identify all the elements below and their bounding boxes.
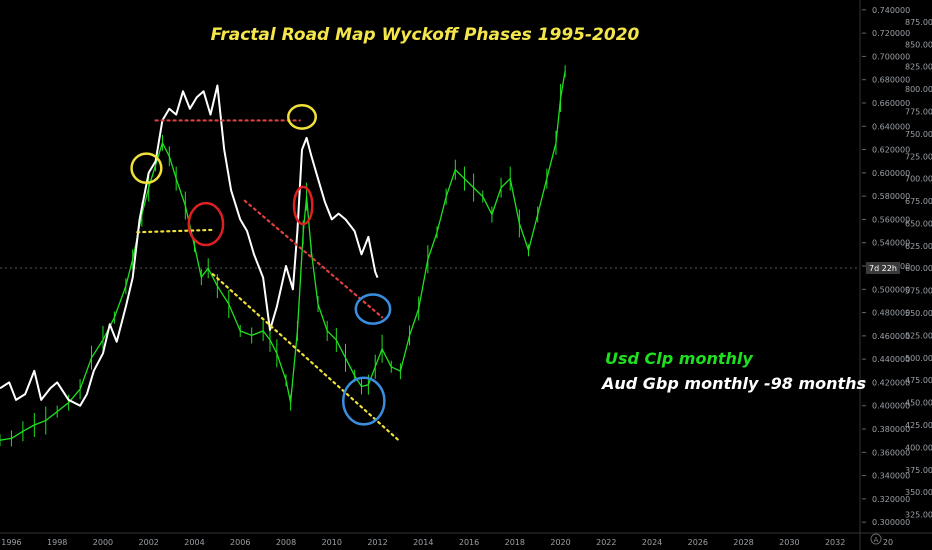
left-scale-tick-label: 0.360000 [872,448,910,457]
right-scale-tick-label: 775.00 [905,107,932,116]
series-layer [0,65,566,447]
dotted-trendline-3 [211,273,402,443]
x-tick-label: 2026 [688,538,708,547]
x-tick-label: 2014 [413,538,433,547]
right-scale-tick-label: 750.00 [905,130,932,139]
right-scale-tick-label: 400.00 [905,443,932,452]
legend-usdclp: Usd Clp monthly [605,349,753,368]
right-scale-tick-label: 725.00 [905,152,932,161]
auto-scale-icon[interactable]: A [870,533,882,545]
x-tick-label: 2010 [322,538,342,547]
right-scale-tick-label: 450.00 [905,399,932,408]
highlight-ellipse-1 [287,104,317,130]
left-scale-tick-label: 0.680000 [872,76,910,85]
x-tick-label: 1998 [47,538,67,547]
highlight-ellipse-5 [341,376,386,426]
crosshair-price-tag: 7d 22h [866,262,900,274]
left-scale-tick-label: 0.740000 [872,6,910,15]
highlight-ellipse-3 [292,185,314,226]
x-tick-label: 2032 [825,538,845,547]
right-scale-tick-label: 475.00 [905,376,932,385]
right-scale-tick-label: 625.00 [905,242,932,251]
annotation-layer [130,104,402,443]
x-tick-label: 2020 [550,538,570,547]
x-tick-label: 2000 [93,538,113,547]
left-scale-tick-label: 0.480000 [872,309,910,318]
right-axis-background [860,0,932,550]
right-scale-tick-label: 325.00 [905,511,932,520]
right-scale-tick-label: 575.00 [905,287,932,296]
x-tick-label: 2016 [459,538,479,547]
left-scale-tick-label: 0.440000 [872,355,910,364]
dotted-trendline-2 [243,199,384,319]
left-scale-tick-label: 0.380000 [872,425,910,434]
right-scale-tick-label: 650.00 [905,219,932,228]
left-scale-tick-label: 0.420000 [872,378,910,387]
auto-scale-icon-circle [870,533,882,545]
x-tick-label: 2022 [596,538,616,547]
right-scale-tick-label: 600.00 [905,264,932,273]
left-scale-tick-label: 0.320000 [872,495,910,504]
left-scale-tick-label: 0.600000 [872,169,910,178]
crosshair-tag-label: 7d 22h [869,264,897,273]
highlight-ellipse-2 [187,201,225,247]
left-scale-tick-label: 0.700000 [872,52,910,61]
right-scale-tick-label: 800.00 [905,85,932,94]
x-tick-label: 2006 [230,538,250,547]
highlight-ellipse-4 [354,293,392,325]
series-audgbp-line [0,84,379,407]
x-tick-label: 2008 [276,538,296,547]
legend-audgbp: Aud Gbp monthly -98 months [600,374,866,393]
auto-scale-icon-letter: A [874,536,879,544]
right-scale-tick-label: 375.00 [905,466,932,475]
axis-layer: 1996 1998 2000 2002 2004 2006 2008 2010 2012 2014… [1,6,932,547]
left-scale-tick-label: 0.340000 [872,472,910,481]
x-tick-label: 2030 [779,538,799,547]
left-scale-tick-label: 0.460000 [872,332,910,341]
x-tick-label: 2028 [733,538,753,547]
left-scale-tick-label: 0.720000 [872,29,910,38]
right-scale-tick-label: 500.00 [905,354,932,363]
right-scale-tick-label: 675.00 [905,197,932,206]
dotted-trendline-1 [136,228,214,234]
left-scale-tick-label: 0.400000 [872,402,910,411]
highlight-ellipse-0 [130,152,163,184]
x-tick-label: 2002 [139,538,159,547]
left-scale-tick-label: 0.300000 [872,518,910,527]
x-tick-label: 2018 [505,538,525,547]
left-scale-tick-label: 0.580000 [872,192,910,201]
x-tick-label: 2024 [642,538,662,547]
right-scale-tick-label: 525.00 [905,331,932,340]
series-usdclp-line [0,71,566,441]
right-scale-tick-label: 875.00 [905,18,932,27]
x-tick-label: 2004 [184,538,204,547]
left-scale-tick-label: 0.620000 [872,146,910,155]
left-scale-tick-label: 0.540000 [872,239,910,248]
x-tick-label: 2012 [367,538,387,547]
left-scale-tick-label: 0.660000 [872,99,910,108]
right-scale-tick-label: 850.00 [905,40,932,49]
chart-title: Fractal Road Map Wyckoff Phases 1995-202… [211,25,640,45]
right-scale-tick-label: 425.00 [905,421,932,430]
right-scale-tick-label: 700.00 [905,175,932,184]
right-scale-tick-label: 550.00 [905,309,932,318]
x-tick-label: 1996 [1,538,21,547]
right-scale-tick-label: 825.00 [905,63,932,72]
crosshair-tag-box [866,262,900,274]
x-tick-label: 20 [883,538,893,547]
left-scale-tick-label: 0.560000 [872,215,910,224]
bottom-right-corner [897,534,932,550]
left-scale-tick-label: 0.500000 [872,285,910,294]
right-scale-tick-label: 350.00 [905,488,932,497]
left-scale-tick-label: 0.640000 [872,122,910,131]
